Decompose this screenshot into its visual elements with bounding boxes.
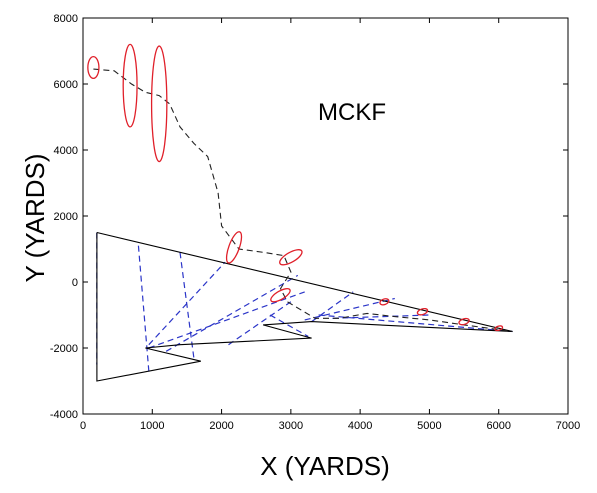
geometry-line [96,231,513,382]
bearing-line [228,301,292,346]
x-tick-label: 3000 [279,420,303,432]
x-axis-title: X (YARDS) [260,451,390,481]
uncertainty-ellipse [379,298,390,306]
uncertainty-ellipse [270,288,291,303]
bearing-line [137,245,150,372]
x-tick-label: 7000 [556,420,580,432]
y-tick-label: 8000 [54,13,78,25]
y-tick-label: 4000 [54,145,78,157]
x-tick-label: 1000 [140,420,164,432]
y-tick-label: -2000 [50,343,78,355]
bearing-line [165,274,299,352]
x-tick-label: 4000 [348,420,372,432]
bearing-line [148,261,226,346]
bearing-line [318,314,513,333]
chart-annotation: MCKF [318,99,386,126]
bearing-line [332,314,430,319]
uncertainty-ellipse [494,325,504,332]
axis-ticks: 0 1000 2000 3000 4000 5000 6000 7000 -4000 -2000 0… [50,13,580,432]
bearing-line [304,297,395,321]
y-axis-title: Y (YARDS) [20,153,50,282]
y-tick-label: -4000 [50,409,78,421]
x-tick-label: 5000 [417,420,441,432]
uncertainty-ellipse [279,249,303,266]
plot-area [82,17,569,415]
uncertainty-ellipse [458,317,470,326]
x-tick-label: 0 [80,420,86,432]
uncertainty-ellipse [225,231,243,264]
bearing-line [311,291,354,323]
uncertainty-ellipse [122,43,138,128]
uncertainty-ellipse [87,55,100,80]
plot-content [87,43,513,382]
bearing-line [148,291,305,349]
uncertainty-ellipse [150,45,168,163]
x-tick-label: 6000 [486,420,510,432]
y-tick-label: 0 [72,277,78,289]
y-tick-label: 2000 [54,211,78,223]
bearing-line [179,252,195,358]
y-tick-label: 6000 [54,79,78,91]
uncertainty-ellipse [416,307,429,316]
x-tick-label: 2000 [209,420,233,432]
bearing-line [269,314,309,337]
track-estimate-line [93,68,513,333]
